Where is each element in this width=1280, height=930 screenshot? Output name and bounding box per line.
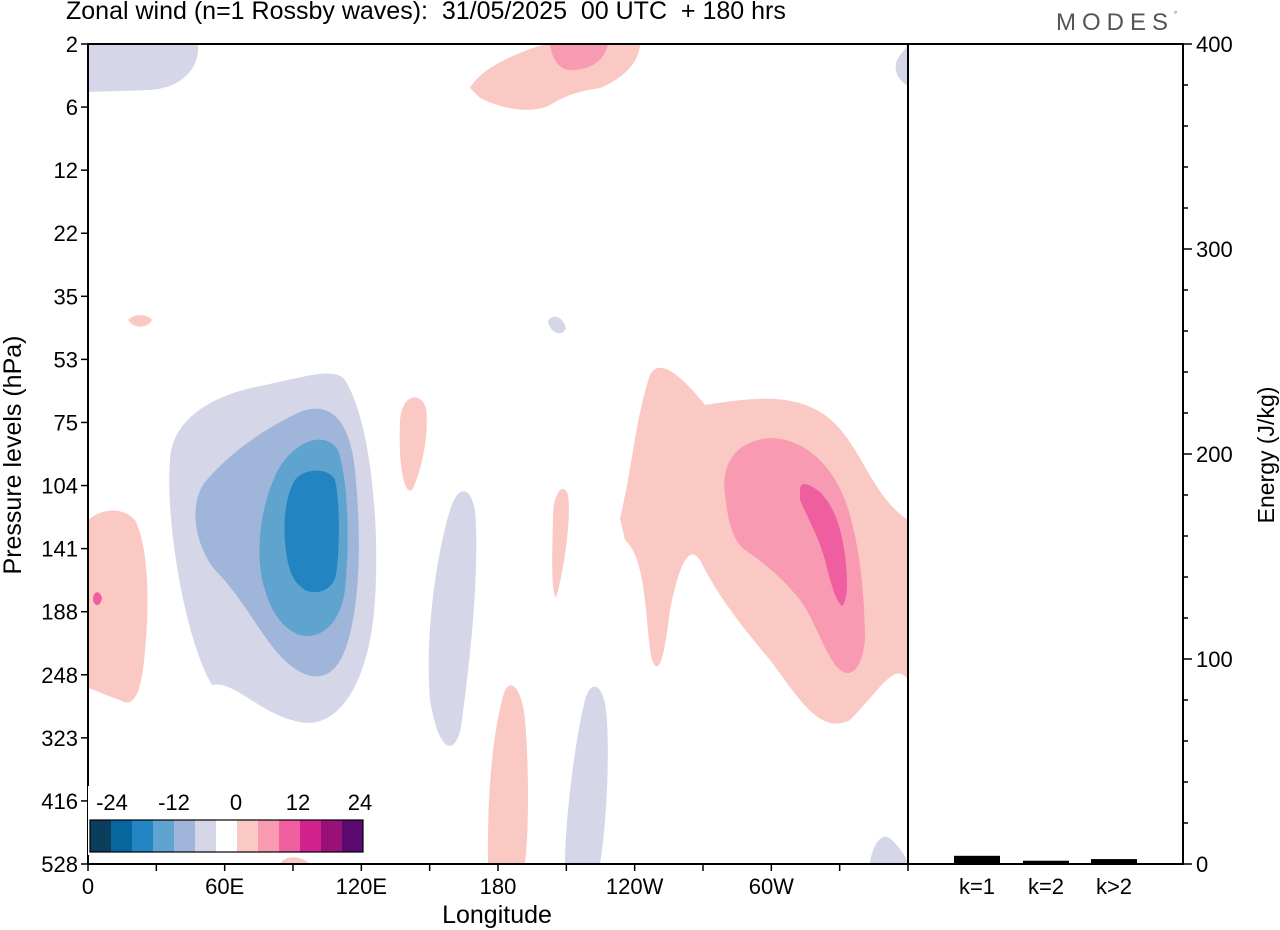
contour-neg-strip-1 — [428, 491, 477, 746]
y-tick-label: 2 — [66, 32, 78, 57]
y-tick-label: 6 — [66, 95, 78, 120]
x-axis: 0 60E 120E 180 120W 60W — [82, 864, 909, 899]
y-axis: 2 6 12 22 35 53 75 104 141 188 248 323 416 528 — [41, 32, 88, 877]
colorbar-tick-label: 24 — [348, 790, 372, 815]
x-tick-label: 120W — [606, 874, 664, 899]
colorbar-tick-label: -24 — [96, 790, 128, 815]
energy-tick-label: 0 — [1196, 852, 1208, 877]
contour-pos-8 — [724, 438, 865, 673]
contour-neg-bottom-right — [870, 836, 908, 864]
colorbar-label-background — [88, 786, 365, 818]
energy-category-label: k=1 — [959, 874, 995, 899]
colorbar-frame — [89, 819, 364, 853]
energy-bar-2 — [1023, 860, 1069, 864]
energy-tick-label: 400 — [1196, 32, 1233, 57]
energy-axis-label: Energy (J/kg) — [1253, 387, 1279, 524]
y-tick-label: 416 — [41, 789, 78, 814]
contour-neg-dot — [548, 316, 566, 334]
y-tick-label: 22 — [54, 221, 78, 246]
contour-neg-16 — [284, 470, 339, 593]
y-tick-label: 35 — [54, 284, 78, 309]
colorbar-swatch — [174, 820, 195, 852]
y-tick-label: 75 — [54, 410, 78, 435]
contour-pos-top-core — [550, 44, 608, 71]
colorbar-tick-label: 12 — [286, 790, 310, 815]
y-tick-label: 141 — [41, 537, 78, 562]
energy-tick-label: 100 — [1196, 647, 1233, 672]
colorbar-swatch — [153, 820, 174, 852]
y-tick-label: 104 — [41, 474, 78, 499]
y-tick-label: 53 — [54, 347, 78, 372]
energy-category-label: k>2 — [1096, 874, 1132, 899]
energy-tick-label: 200 — [1196, 442, 1233, 467]
x-tick-label: 180 — [480, 874, 517, 899]
contour-field — [88, 44, 908, 864]
x-tick-label: 0 — [82, 874, 94, 899]
y-tick-label: 323 — [41, 726, 78, 751]
energy-plot-frame — [907, 43, 1184, 865]
contour-neg-right-top — [895, 45, 908, 86]
y-tick-label: 528 — [41, 852, 78, 877]
colorbar-tick-label: -12 — [158, 790, 190, 815]
contour-pos-left-dot — [93, 592, 102, 606]
colorbar-tick-label: 0 — [230, 790, 242, 815]
y-tick-label: 188 — [41, 600, 78, 625]
y-tick-label: 12 — [54, 158, 78, 183]
colorbar-swatch — [237, 820, 258, 852]
chart-title: Zonal wind (n=1 Rossby waves): 31/05/202… — [66, 0, 786, 25]
colorbar-swatch — [111, 820, 132, 852]
energy-tick-label: 300 — [1196, 237, 1233, 262]
contour-pos-strip-2 — [552, 489, 569, 598]
colorbar-swatch — [279, 820, 300, 852]
x-tick-label: 60E — [205, 874, 244, 899]
contour-pos-dot — [128, 315, 152, 327]
contour-neg-strip-2 — [565, 686, 608, 864]
x-tick-label: 60W — [749, 874, 794, 899]
y-tick-label: 248 — [41, 663, 78, 688]
contour-pos-strip-3 — [487, 685, 529, 864]
energy-bars: k=1 k=2 k>2 — [954, 855, 1137, 899]
energy-bar-1 — [954, 855, 1000, 864]
contour-pos-left — [88, 510, 148, 703]
contour-pos-12 — [800, 484, 847, 606]
colorbar-swatch — [195, 820, 216, 852]
colorbar-swatch — [258, 820, 279, 852]
contour-pos-strip-1 — [399, 397, 427, 491]
colorbar-swatch — [216, 820, 237, 852]
x-axis-label: Longitude — [442, 901, 552, 929]
energy-axis: 0 100 200 300 400 — [1183, 32, 1233, 877]
colorbar: -24 -12 0 12 24 — [88, 786, 372, 855]
colorbar-swatch — [300, 820, 321, 852]
energy-category-label: k=2 — [1028, 874, 1064, 899]
energy-bar-3 — [1091, 859, 1137, 864]
x-tick-label: 120E — [336, 874, 387, 899]
contour-neg-top — [88, 44, 199, 92]
colorbar-swatch — [132, 820, 153, 852]
contour-pos-bottom — [280, 857, 310, 864]
y-axis-label: Pressure levels (hPa) — [0, 336, 27, 575]
colorbar-swatch — [321, 820, 342, 852]
colorbar-swatch — [342, 820, 363, 852]
colorbar-swatch — [90, 820, 111, 852]
modes-logo: MODES° — [1056, 9, 1178, 36]
